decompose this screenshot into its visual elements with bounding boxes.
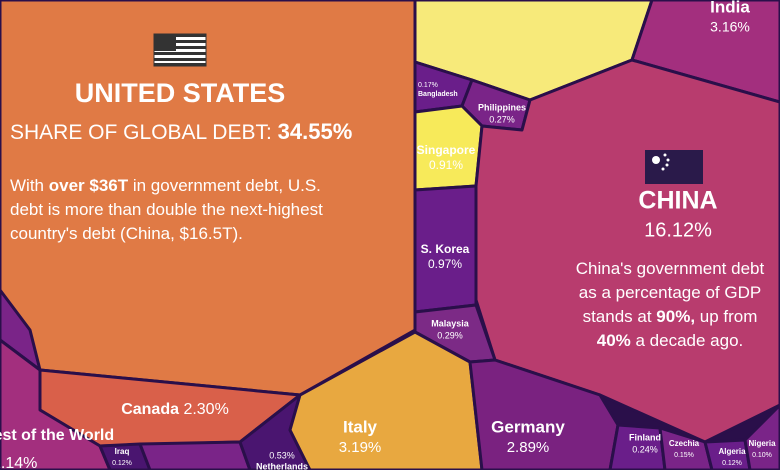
description-segment: With bbox=[10, 176, 49, 195]
cell-name: Philippines bbox=[478, 102, 526, 112]
cell-share: 0.53% bbox=[269, 450, 295, 460]
cell-name: Rest of the World bbox=[0, 427, 114, 444]
description-segment: as a percentage of GDP bbox=[579, 283, 761, 302]
description-segment: in government debt, U.S. bbox=[128, 176, 321, 195]
us-share: 34.55% bbox=[278, 119, 353, 144]
cell-name: Nigeria bbox=[748, 439, 776, 448]
description-line: 40% a decade ago. bbox=[597, 331, 744, 350]
description-segment: over $36T bbox=[49, 176, 129, 195]
cell-name: Italy bbox=[343, 417, 378, 436]
cell-name: Iraq bbox=[115, 447, 130, 456]
cell-name: Bangladesh bbox=[418, 91, 458, 98]
china-description: China's government debt as a percentage o… bbox=[576, 259, 765, 350]
cell-share: 0.15% bbox=[674, 452, 694, 459]
us-name: UNITED STATES bbox=[75, 78, 286, 108]
description-segment: China's government debt bbox=[576, 259, 765, 278]
cell-share: 3.19% bbox=[339, 439, 382, 456]
cell-name: Canada bbox=[121, 401, 179, 418]
cell-us bbox=[0, 0, 417, 397]
cell-australia bbox=[138, 440, 252, 470]
cell-india bbox=[630, 0, 780, 104]
cell-share: 0.12% bbox=[722, 460, 742, 467]
cell-share: 0.10% bbox=[752, 452, 772, 459]
description-line: With over $36T in government debt, U.S. bbox=[10, 176, 321, 195]
cell-name: Finland bbox=[629, 432, 661, 442]
cell-czechia bbox=[658, 426, 714, 470]
cell-name: Singapore bbox=[417, 143, 476, 157]
description-segment: 90%, bbox=[656, 307, 695, 326]
cell-name: S. Korea bbox=[421, 242, 470, 256]
cell-share: 0.97% bbox=[428, 257, 462, 271]
description-segment: country's debt (China, $16.5T). bbox=[10, 224, 243, 243]
description-segment: a decade ago. bbox=[631, 331, 743, 350]
cell-share: 2.89% bbox=[507, 439, 550, 456]
cell-share: 0.27% bbox=[489, 114, 515, 124]
cell-algeria bbox=[703, 438, 752, 470]
cell-iraq bbox=[98, 442, 152, 470]
description-segment: stands at bbox=[583, 307, 657, 326]
cell-name: Algeria bbox=[718, 447, 746, 456]
cell-nigeria bbox=[743, 403, 780, 470]
cell-share: 0.24% bbox=[632, 444, 658, 454]
cell-share: 0.91% bbox=[429, 158, 463, 172]
cell-name: Netherlands bbox=[256, 461, 308, 470]
us-share-line: SHARE OF GLOBAL DEBT: 34.55% bbox=[10, 119, 352, 144]
us-share-caption: SHARE OF GLOBAL DEBT: bbox=[10, 121, 272, 144]
cell-label: Canada 2.30% bbox=[121, 401, 229, 418]
cell-share: 2.14% bbox=[0, 455, 37, 470]
china-share: 16.12% bbox=[644, 219, 712, 241]
cell-name: Malaysia bbox=[431, 318, 470, 328]
cell-finland bbox=[608, 423, 667, 470]
cell-name: Germany bbox=[491, 417, 565, 436]
us-flag bbox=[153, 33, 207, 67]
description-line: debt is more than double the next-highes… bbox=[10, 200, 323, 219]
cell-share: 3.16% bbox=[710, 19, 750, 35]
cell-share: 2.30% bbox=[183, 401, 228, 418]
us-description: With over $36T in government debt, U.S. d… bbox=[10, 176, 323, 243]
description-line: stands at 90%, up from bbox=[583, 307, 758, 326]
description-segment: debt is more than double the next-highes… bbox=[10, 200, 323, 219]
china-flag bbox=[645, 150, 703, 184]
cell-name: India bbox=[710, 0, 750, 16]
description-segment: up from bbox=[695, 307, 757, 326]
cell-name: Czechia bbox=[669, 439, 700, 448]
description-line: country's debt (China, $16.5T). bbox=[10, 224, 243, 243]
cell-share: 0.29% bbox=[437, 330, 463, 340]
cell-share: 0.17% bbox=[418, 82, 438, 89]
description-segment: 40% bbox=[597, 331, 631, 350]
china-name: CHINA bbox=[638, 187, 717, 215]
cell-share: 0.12% bbox=[112, 460, 132, 467]
cell-italy bbox=[288, 330, 484, 470]
description-line: as a percentage of GDP bbox=[579, 283, 761, 302]
description-line: China's government debt bbox=[576, 259, 765, 278]
